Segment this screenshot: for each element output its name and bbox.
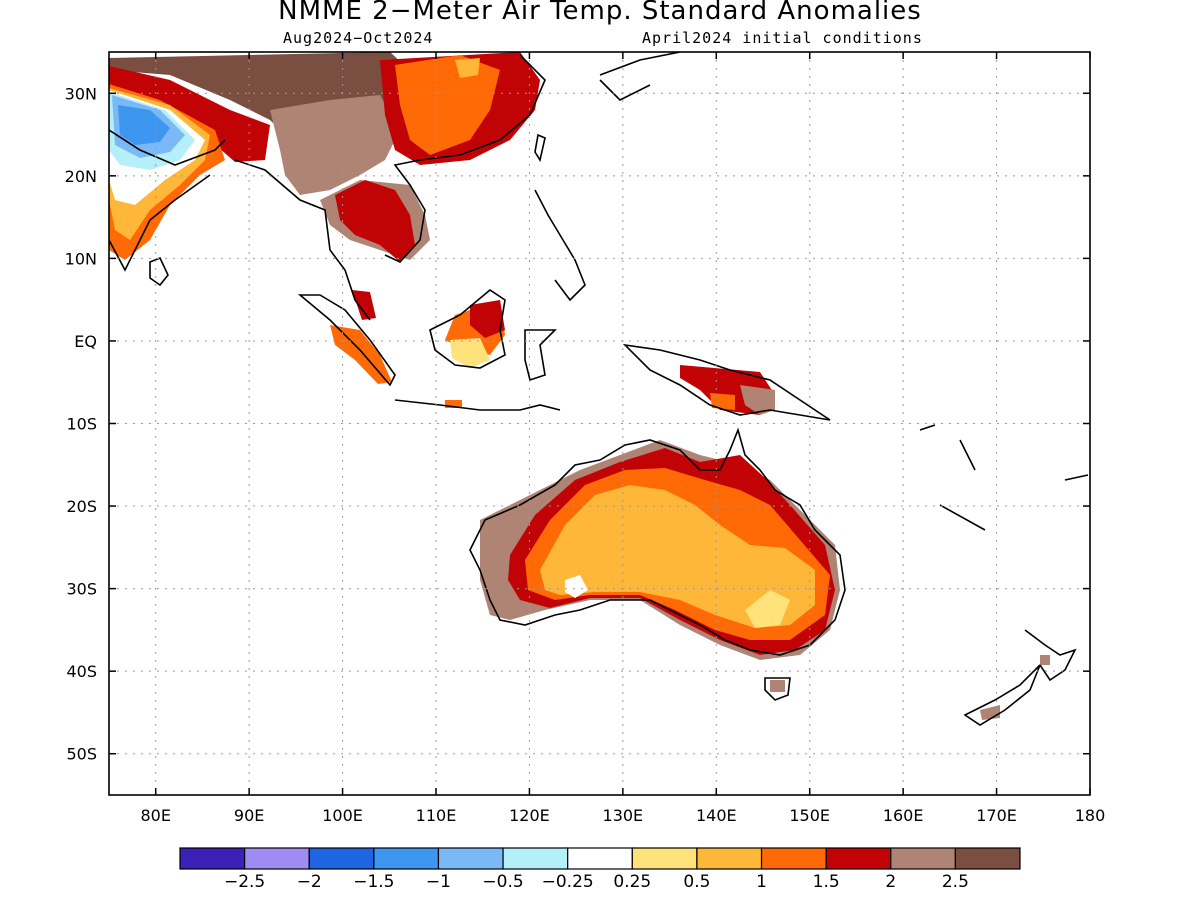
- anomaly-borneo-red: [470, 300, 505, 338]
- anomaly-tasmania: [770, 680, 785, 692]
- legend-swatch: [760, 847, 827, 870]
- coast-sumatra: [297, 294, 396, 387]
- anomaly-sumatra: [330, 325, 392, 384]
- legend-colorbar: −2.5 −2 −1.5 −1 −0.5 −0.25 0.25 0.5 1 1.5 2 2.5: [179, 847, 1021, 892]
- legend-label: 1.5: [813, 872, 840, 892]
- anomaly-indochina-red: [335, 180, 415, 262]
- legend-label: 2: [885, 872, 896, 892]
- legend-swatch: [890, 847, 956, 870]
- anomaly-newguinea-tan: [740, 385, 775, 415]
- anomaly-newguinea-orange: [710, 393, 735, 410]
- anomaly-newzealand-north: [1040, 655, 1050, 665]
- coast-newzealand: [963, 629, 1077, 726]
- legend-swatch: [502, 847, 569, 870]
- legend-label: 0.25: [613, 872, 651, 892]
- coast-borneo: [429, 289, 506, 369]
- legend-swatch: [825, 847, 892, 870]
- map-title: NMME 2−Meter Air Temp. Standard Anomalie…: [278, 0, 922, 26]
- coastlines: [109, 52, 1089, 726]
- lat-label: 10N: [65, 249, 97, 268]
- lat-label: 30N: [65, 84, 97, 103]
- lon-label: 130E: [603, 806, 644, 825]
- lat-label: 20N: [65, 167, 97, 186]
- anomaly-field: [109, 52, 1050, 720]
- legend-label: 2.5: [942, 872, 969, 892]
- coast-japan: [599, 52, 681, 101]
- anomaly-australia-white: [565, 575, 588, 598]
- legend-swatch: [179, 847, 246, 870]
- forecast-period: Aug2024−Oct2024: [283, 29, 434, 47]
- anomaly-asia-tan: [270, 95, 400, 195]
- grid-lines: [109, 52, 1090, 795]
- coast-srilanka: [149, 256, 169, 287]
- coast-tasmania: [764, 677, 791, 701]
- lat-label: 50S: [66, 745, 97, 764]
- legend-label: −2.5: [224, 872, 265, 892]
- legend-label: −0.5: [482, 872, 523, 892]
- axis-ticks: 30N 20N 10N EQ 10S 20S 30S 40S 50S 80E 90E 100E 110E…: [65, 52, 1106, 825]
- anomaly-china-yellow: [455, 58, 480, 78]
- coast-indochina: [234, 54, 546, 321]
- legend-label: −1.5: [353, 872, 394, 892]
- lon-label: 110E: [416, 806, 457, 825]
- coast-java: [394, 399, 561, 411]
- lon-label: 180: [1075, 806, 1106, 825]
- lon-label: 160E: [883, 806, 924, 825]
- legend-swatch: [244, 847, 310, 870]
- lat-label: 30S: [66, 580, 97, 599]
- anomaly-australia-paleyellow: [745, 590, 790, 628]
- legend-label: −0.25: [542, 872, 594, 892]
- coast-india: [109, 129, 226, 272]
- coast-newguinea: [622, 343, 831, 421]
- anomaly-himalaya-red: [109, 66, 270, 162]
- lat-label: EQ: [74, 332, 97, 351]
- coast-pacific-islands: [919, 424, 1089, 531]
- legend-label: −2: [297, 872, 322, 892]
- lon-label: 150E: [789, 806, 830, 825]
- legend-swatch: [567, 847, 633, 870]
- legend-label: 0.5: [683, 872, 710, 892]
- lat-label: 10S: [66, 415, 97, 434]
- coast-australia: [469, 427, 846, 656]
- legend-swatch: [631, 847, 698, 870]
- legend-label: −1: [426, 872, 451, 892]
- lat-label: 20S: [66, 497, 97, 516]
- coast-sulawesi: [524, 329, 557, 382]
- legend-swatch: [373, 847, 440, 870]
- anomaly-borneo-yellow: [450, 338, 490, 368]
- coast-philippines: [534, 189, 586, 302]
- legend-swatch: [696, 847, 763, 870]
- lat-label: 40S: [66, 662, 97, 681]
- initial-conditions: April2024 initial conditions: [642, 29, 923, 47]
- lon-label: 170E: [976, 806, 1017, 825]
- anomaly-india-blue: [118, 105, 170, 145]
- coast-taiwan: [534, 133, 546, 163]
- lon-label: 140E: [696, 806, 737, 825]
- anomaly-china-orange: [395, 55, 500, 155]
- legend-label: 1: [756, 872, 767, 892]
- lon-label: 120E: [509, 806, 550, 825]
- anomaly-australia-yellow: [540, 485, 815, 628]
- legend-swatch: [954, 847, 1021, 870]
- lon-label: 100E: [322, 806, 363, 825]
- legend-swatch: [437, 847, 504, 870]
- legend-swatch: [308, 847, 375, 870]
- lon-label: 80E: [140, 806, 170, 825]
- lon-label: 90E: [234, 806, 264, 825]
- anomaly-malaya: [352, 290, 376, 320]
